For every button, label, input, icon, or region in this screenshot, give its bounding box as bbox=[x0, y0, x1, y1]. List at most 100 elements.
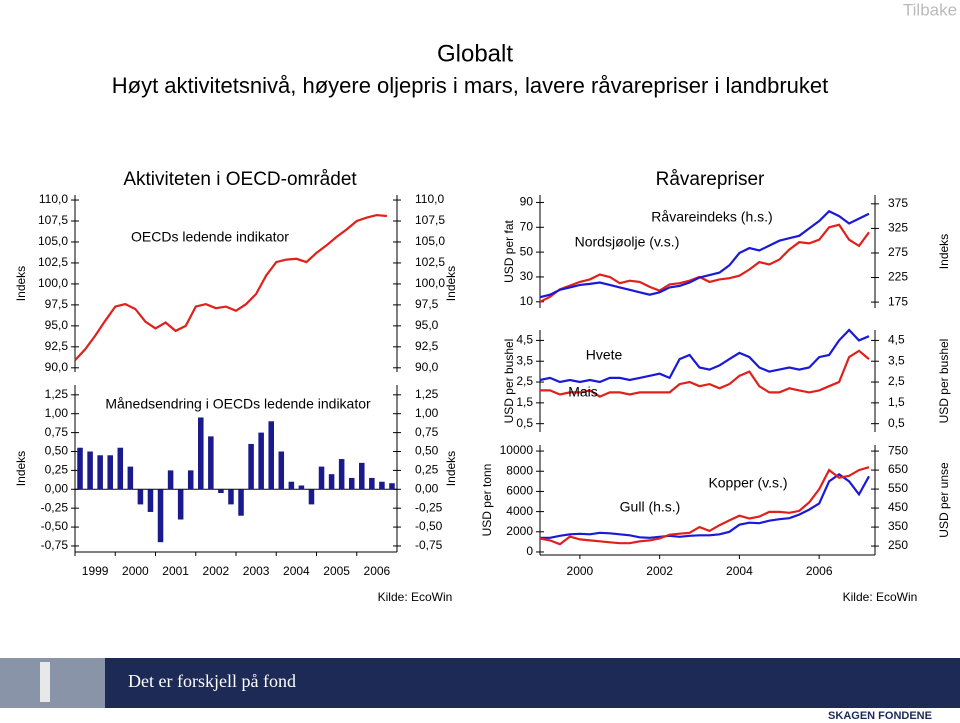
y-tick-label: 10 bbox=[520, 294, 534, 308]
bar bbox=[167, 470, 174, 490]
y-tick-label: 4000 bbox=[506, 504, 533, 518]
y-tick-label: 2,5 bbox=[888, 374, 905, 388]
bar bbox=[238, 489, 244, 516]
y-axis-title: Indeks bbox=[14, 451, 28, 486]
y-tick-label: 90,0 bbox=[45, 360, 69, 374]
x-tick-label: 2004 bbox=[283, 564, 310, 578]
y-tick-label: 8000 bbox=[506, 463, 533, 477]
y2-axis-title: USD per unse bbox=[937, 462, 951, 538]
bar bbox=[278, 451, 285, 490]
bar bbox=[218, 489, 224, 494]
bar bbox=[348, 477, 355, 490]
bar bbox=[77, 447, 83, 490]
bar bbox=[308, 489, 315, 505]
y-tick-label: 10000 bbox=[500, 443, 534, 457]
y-axis-title: USD per bushel bbox=[502, 339, 516, 424]
bar bbox=[338, 459, 345, 490]
y-axis-title: USD per tonn bbox=[480, 464, 494, 537]
footer-logo: SKAGEN FONDENE bbox=[828, 710, 932, 722]
y2-axis-title: USD per bushel bbox=[937, 339, 951, 424]
y-tick-label: 110,0 bbox=[39, 192, 68, 206]
y2-axis-title: Indeks bbox=[444, 266, 458, 301]
bar bbox=[147, 489, 154, 512]
series-line bbox=[74, 213, 387, 362]
bar bbox=[328, 474, 335, 490]
y-tick-label: 1,00 bbox=[45, 406, 69, 420]
y-tick-label: 102,5 bbox=[415, 255, 445, 269]
y-tick-label: 107,5 bbox=[38, 213, 68, 227]
y-tick-label: 4,5 bbox=[516, 333, 533, 347]
x-tick-label: 2005 bbox=[323, 564, 350, 578]
bar bbox=[198, 417, 204, 490]
bar bbox=[389, 483, 395, 490]
y-tick-label: 1,5 bbox=[888, 395, 905, 409]
y-tick-label: 50 bbox=[520, 244, 534, 258]
series-line bbox=[539, 328, 870, 384]
panel-title: Råvarepriser bbox=[656, 169, 765, 190]
x-tick-label: 2002 bbox=[203, 564, 230, 578]
x-tick-label: 1999 bbox=[82, 564, 109, 578]
y-tick-label: 2,5 bbox=[516, 374, 533, 388]
series-line bbox=[540, 472, 870, 539]
y-tick-label: 175 bbox=[888, 294, 908, 308]
y-tick-label: 0,5 bbox=[888, 416, 905, 430]
y-tick-label: 0,00 bbox=[415, 481, 439, 495]
bar bbox=[228, 489, 234, 505]
y-tick-label: 30 bbox=[520, 269, 534, 283]
y-tick-label: 110,0 bbox=[415, 192, 444, 206]
y-tick-label: 105,0 bbox=[38, 234, 68, 248]
x-tick-label: 2000 bbox=[122, 564, 149, 578]
y-tick-label: -0,75 bbox=[41, 538, 69, 552]
bar bbox=[97, 455, 103, 490]
bar bbox=[258, 432, 264, 490]
series-line bbox=[540, 349, 870, 398]
y-tick-label: -0,50 bbox=[415, 519, 443, 533]
footer-banner bbox=[0, 658, 960, 708]
y-tick-label: 225 bbox=[888, 270, 908, 284]
y-tick-label: 90 bbox=[520, 195, 534, 209]
y-tick-label: 0 bbox=[526, 544, 533, 558]
bar bbox=[318, 466, 325, 490]
y-tick-label: 92,5 bbox=[45, 339, 69, 353]
y-tick-label: 1,00 bbox=[415, 406, 439, 420]
y-tick-label: 102,5 bbox=[38, 255, 68, 269]
y-tick-label: 0,75 bbox=[415, 425, 439, 439]
slide-subtitle: Høyt aktivitetsnivå, høyere oljepris i m… bbox=[112, 73, 828, 98]
y-tick-label: 550 bbox=[888, 481, 908, 495]
series-label: Nordsjøolje (v.s.) bbox=[575, 234, 680, 250]
y-tick-label: 97,5 bbox=[415, 297, 439, 311]
y-tick-label: 0,50 bbox=[45, 444, 69, 458]
bar bbox=[369, 477, 375, 490]
bar bbox=[298, 485, 305, 490]
y-tick-label: 0,25 bbox=[45, 463, 69, 477]
bar bbox=[127, 466, 134, 490]
y-tick-label: 90,0 bbox=[415, 360, 439, 374]
y-tick-label: 0,00 bbox=[45, 481, 69, 495]
series-label: Råvareindeks (h.s.) bbox=[651, 209, 772, 225]
y-tick-label: 1,25 bbox=[415, 387, 439, 401]
series-label: OECDs ledende indikator bbox=[131, 229, 289, 245]
bar bbox=[208, 436, 214, 490]
y-tick-label: 250 bbox=[888, 538, 908, 552]
y-tick-label: 650 bbox=[888, 462, 908, 476]
bar bbox=[157, 489, 164, 543]
y-tick-label: 4,5 bbox=[888, 333, 905, 347]
y-tick-label: 6000 bbox=[506, 484, 533, 498]
x-tick-label: 2006 bbox=[806, 564, 833, 578]
back-button[interactable]: Tilbake bbox=[903, 0, 957, 19]
series-line bbox=[539, 223, 870, 303]
x-tick-label: 2000 bbox=[567, 564, 594, 578]
y-tick-label: 100,0 bbox=[415, 276, 445, 290]
bar bbox=[117, 447, 124, 490]
bar bbox=[87, 451, 93, 490]
y-tick-label: 92,5 bbox=[415, 339, 439, 353]
y-tick-label: 70 bbox=[520, 219, 534, 233]
y-tick-label: 450 bbox=[888, 500, 908, 514]
bar bbox=[248, 443, 254, 490]
bar bbox=[359, 462, 365, 490]
y-tick-label: 0,5 bbox=[516, 416, 533, 430]
y-tick-label: 750 bbox=[888, 443, 908, 457]
series-line bbox=[539, 209, 870, 299]
y-tick-label: 95,0 bbox=[45, 318, 69, 332]
